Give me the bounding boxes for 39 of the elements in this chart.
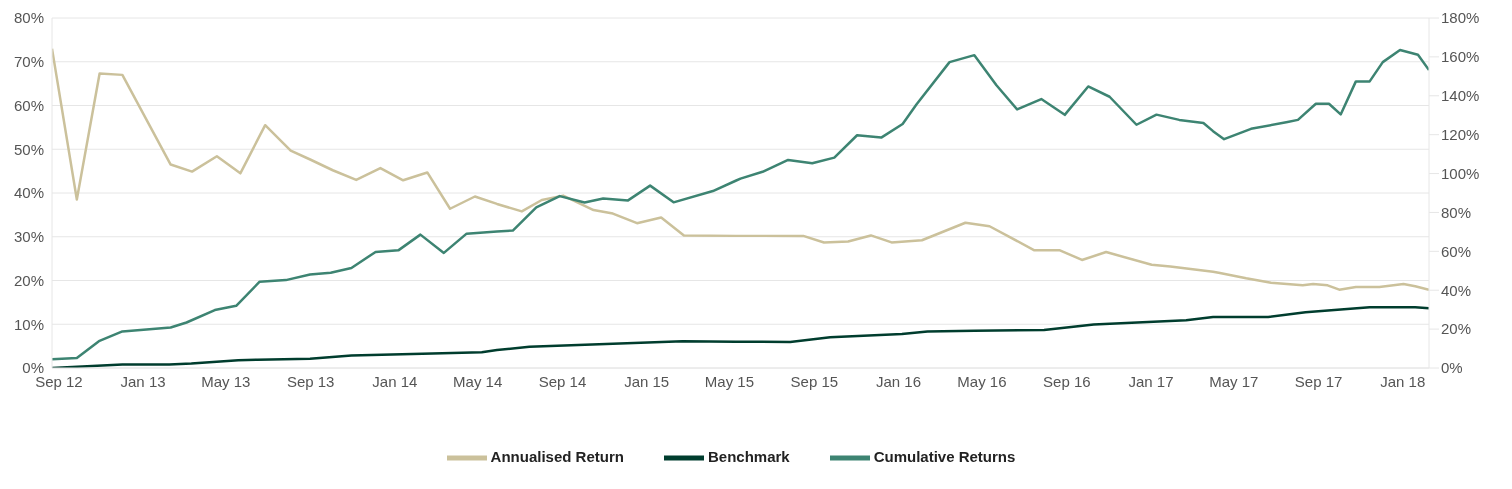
x-tick-label: Jan 13	[120, 372, 166, 390]
x-tick-label: Jan 18	[1380, 372, 1426, 390]
x-tick-label: Jan 17	[1128, 372, 1174, 390]
x-tick-label: Sep 16	[1043, 372, 1091, 390]
x-tick-label: May 16	[957, 372, 1007, 390]
x-tick-label: Sep 13	[286, 372, 335, 390]
x-tick-label: Sep 17	[1294, 372, 1343, 390]
x-tick-label: Jan 16	[875, 372, 922, 390]
y2-tick-label: 20%	[1441, 320, 1472, 338]
y2-tick-label: 40%	[1441, 281, 1472, 299]
x-tick-label: Sep 14	[538, 372, 587, 390]
x-tick-label: Jan 15	[624, 372, 670, 390]
y2-tick-label: 180%	[1441, 9, 1480, 27]
y2-tick-label: 140%	[1441, 87, 1480, 105]
x-tick-label: May 15	[704, 372, 755, 390]
y-tick-label: 50%	[13, 140, 44, 158]
y2-tick-label: 80%	[1441, 203, 1472, 221]
line-series	[52, 48, 1429, 361]
y-tick-label: 10%	[13, 315, 44, 333]
x-tick-label: May 13	[201, 372, 251, 390]
legend-label: Annualised Return	[490, 448, 624, 466]
y-tick-label: 30%	[13, 228, 44, 246]
x-tick-label: Jan 14	[372, 372, 418, 390]
y-tick-label: 20%	[13, 271, 44, 289]
legend-label: Benchmark	[707, 448, 790, 466]
y-tick-label: 40%	[13, 184, 44, 202]
y2-tick-label: 160%	[1441, 48, 1480, 66]
y-tick-label: 60%	[13, 96, 44, 114]
y2-tick-label: 120%	[1441, 125, 1480, 143]
line-series	[52, 47, 1429, 291]
y-tick-label: 80%	[13, 9, 44, 27]
x-tick-label: Sep 15	[790, 372, 839, 390]
y2-tick-label: 0%	[1441, 359, 1463, 377]
y2-tick-label: 100%	[1441, 164, 1480, 182]
y-tick-label: 70%	[13, 53, 44, 71]
x-tick-label: May 14	[453, 372, 503, 390]
x-tick-label: May 17	[1209, 372, 1259, 390]
y2-tick-label: 60%	[1441, 242, 1472, 260]
legend-label: Cumulative Returns	[873, 448, 1016, 466]
